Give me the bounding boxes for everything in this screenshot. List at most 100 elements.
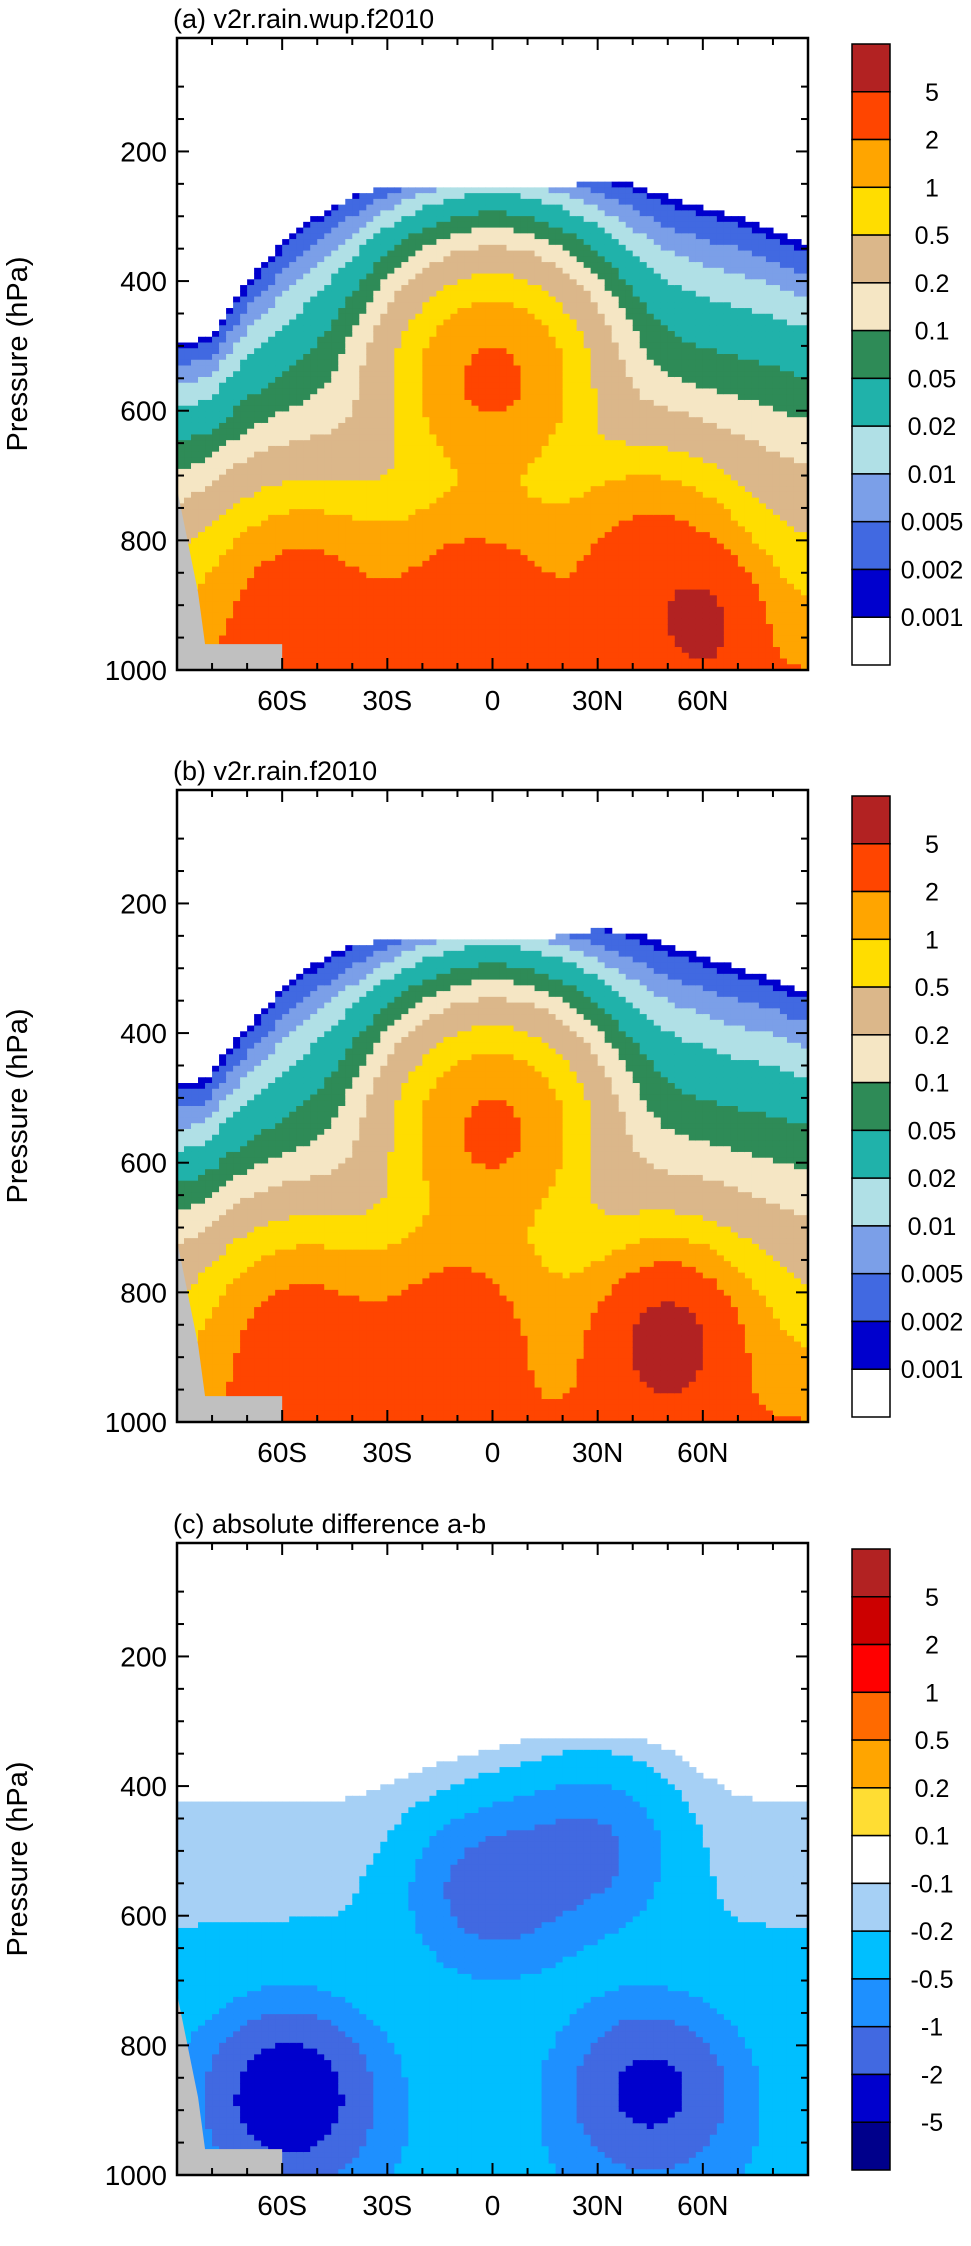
contour-cell: [598, 613, 606, 619]
contour-cell: [584, 607, 592, 613]
contour-cell: [500, 584, 508, 590]
contour-cell: [598, 469, 606, 475]
contour-cell: [205, 567, 213, 573]
contour-cell: [191, 394, 199, 400]
contour-cell: [317, 360, 325, 366]
contour-cell: [212, 480, 220, 486]
contour-cell: [275, 388, 283, 394]
contour-cell: [549, 526, 557, 532]
contour-cell: [233, 360, 241, 366]
contour-cell: [500, 377, 508, 383]
contour-cell: [331, 492, 339, 498]
contour-cell: [198, 549, 206, 555]
contour-cell: [198, 429, 206, 435]
contour-cell: [422, 659, 430, 665]
contour-cell: [219, 595, 227, 601]
contour-cell: [212, 549, 220, 555]
contour-cell: [303, 515, 311, 521]
chart-panel-1: (a) v2r.rain.wup.f2010Pressure (hPa)2004…: [2, 4, 963, 716]
contour-cell: [429, 498, 437, 504]
contour-cell: [507, 480, 515, 486]
contour-cell: [535, 337, 543, 343]
contour-cell: [268, 297, 276, 303]
contour-cell: [429, 291, 437, 297]
contour-cell: [619, 320, 627, 326]
contour-cell: [254, 383, 262, 389]
contour-cell: [563, 406, 571, 412]
contour-cell: [485, 538, 493, 544]
contour-cell: [500, 521, 508, 527]
contour-cell: [345, 636, 353, 642]
contour-cell: [184, 486, 192, 492]
contour-cell: [514, 647, 522, 653]
contour-cell: [612, 601, 620, 607]
contour-cell: [226, 417, 234, 423]
contour-cell: [612, 624, 620, 630]
contour-cell: [408, 434, 416, 440]
contour-cell: [500, 256, 508, 262]
contour-cell: [619, 400, 627, 406]
contour-cell: [303, 636, 311, 642]
contour-cell: [219, 440, 227, 446]
contour-cell: [268, 544, 276, 550]
contour-cell: [443, 388, 451, 394]
contour-cell: [528, 228, 536, 234]
contour-cell: [310, 532, 318, 538]
contour-cell: [549, 268, 557, 274]
contour-cell: [310, 377, 318, 383]
contour-cell: [478, 429, 486, 435]
contour-cell: [317, 498, 325, 504]
contour-cell: [415, 503, 423, 509]
contour-cell: [514, 618, 522, 624]
contour-cell: [584, 572, 592, 578]
contour-cell: [556, 331, 564, 337]
contour-cell: [563, 308, 571, 314]
contour-cell: [535, 526, 543, 532]
contour-cell: [514, 388, 522, 394]
contour-cell: [331, 394, 339, 400]
contour-cell: [268, 406, 276, 412]
contour-cell: [289, 274, 297, 280]
contour-cell: [478, 572, 486, 578]
contour-cell: [436, 354, 444, 360]
contour-cell: [556, 400, 564, 406]
contour-cell: [401, 262, 409, 268]
contour-cell: [563, 285, 571, 291]
contour-cell: [619, 486, 627, 492]
contour-cell: [591, 636, 599, 642]
contour-cell: [345, 624, 353, 630]
contour-cell: [408, 446, 416, 452]
contour-cell: [296, 618, 304, 624]
contour-cell: [500, 463, 508, 469]
contour-cell: [521, 239, 529, 245]
contour-cell: [394, 406, 402, 412]
contour-cell: [528, 222, 536, 228]
contour-cell: [521, 331, 529, 337]
contour-cell: [591, 308, 599, 314]
contour-cell: [556, 210, 564, 216]
contour-cell: [408, 365, 416, 371]
contour-cell: [619, 429, 627, 435]
contour-cell: [387, 279, 395, 285]
contour-cell: [338, 388, 346, 394]
contour-cell: [443, 509, 451, 515]
contour-cell: [507, 411, 515, 417]
contour-cell: [619, 446, 627, 452]
contour-cell: [514, 394, 522, 400]
contour-cell: [450, 469, 458, 475]
contour-cell: [528, 429, 536, 435]
contour-cell: [528, 400, 536, 406]
contour-cell: [303, 406, 311, 412]
contour-cell: [521, 354, 529, 360]
contour-cell: [493, 452, 501, 458]
contour-cell: [282, 526, 290, 532]
contour-cell: [450, 486, 458, 492]
contour-cell: [443, 268, 451, 274]
contour-cell: [247, 377, 255, 383]
contour-cell: [212, 618, 220, 624]
contour-cell: [317, 521, 325, 527]
contour-cell: [619, 314, 627, 320]
contour-cell: [317, 578, 325, 584]
contour-cell: [240, 538, 248, 544]
contour-cell: [380, 400, 388, 406]
